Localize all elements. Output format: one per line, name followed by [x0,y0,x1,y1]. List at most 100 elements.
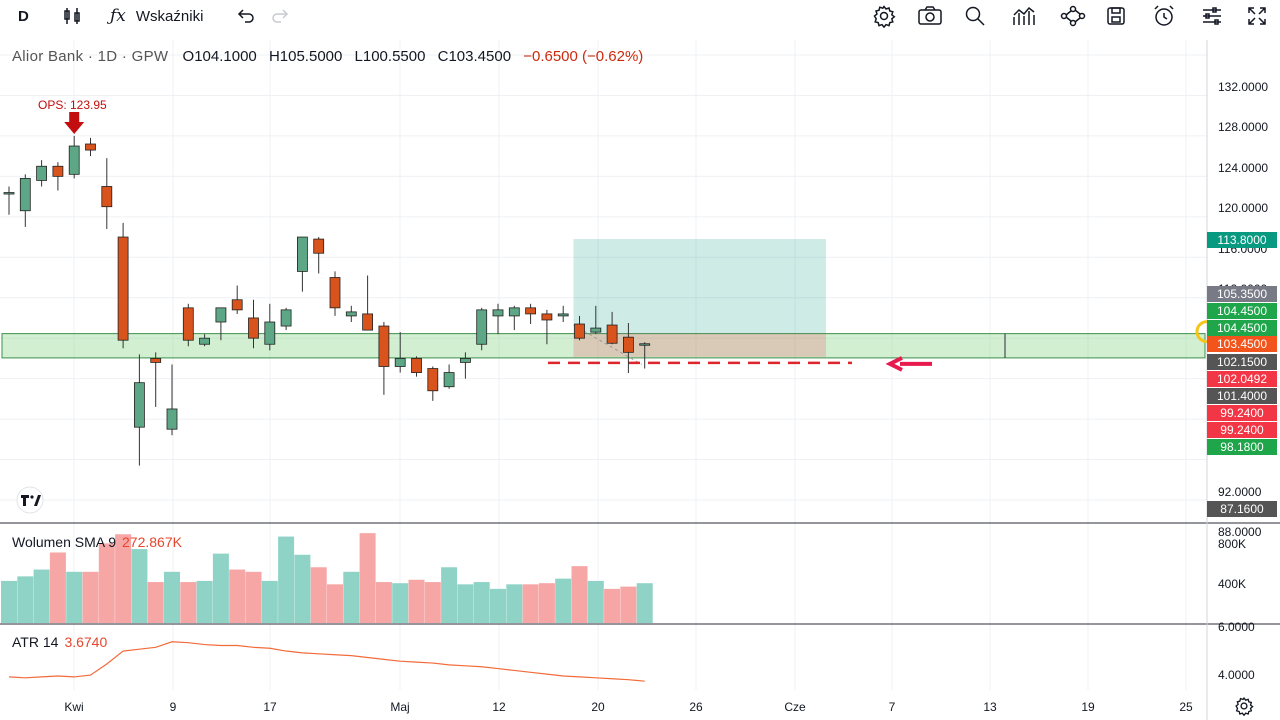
price-tag: 87.1600 [1207,501,1277,517]
axis-settings-button[interactable] [1234,696,1254,720]
snapshot-button[interactable] [917,4,943,28]
candle-body[interactable] [248,317,259,339]
volume-bar [66,571,83,623]
chart-settings-button[interactable] [1200,4,1224,28]
atr-tick-label: 6.0000 [1218,620,1255,634]
candle-body[interactable] [133,382,145,428]
volume-bar [359,533,376,623]
price-tag: 98.1800 [1207,439,1277,455]
candle-body[interactable] [296,236,308,272]
candle-body[interactable] [459,358,471,363]
candle-body[interactable] [557,313,569,317]
candle-body[interactable] [525,307,536,315]
network-button[interactable] [1060,4,1086,28]
candle-body[interactable] [362,313,374,331]
drag-handle[interactable] [1195,320,1208,344]
candle-body[interactable] [623,336,634,353]
indicators-button[interactable]: ƒx Wskaźniki [110,4,203,28]
candle-body[interactable] [3,192,15,195]
gear-icon [1235,696,1254,717]
volume-pane-title: Wolumen SMA 9 [12,534,117,550]
candle-body[interactable] [394,358,406,367]
candle-body[interactable] [117,236,129,341]
price-tag: 113.8000 [1207,232,1277,248]
candle-body[interactable] [52,165,64,177]
candle-body[interactable] [85,143,96,151]
candle-body[interactable] [166,408,178,430]
low-label: L100.5500 [354,48,426,65]
time-tick-label: 12 [492,700,506,714]
price-tag: 104.4500 [1207,320,1277,336]
interval-button[interactable]: D [18,4,29,28]
candle-body[interactable] [215,307,227,323]
chart-type-button[interactable] [62,4,82,28]
function-icon: ƒx [110,6,126,26]
candle-body[interactable] [606,324,618,344]
volume-bar [212,553,229,623]
candle-body[interactable] [492,309,504,317]
search-button[interactable] [964,4,986,28]
price-tag: 99.2400 [1207,422,1277,438]
time-tick-label: 19 [1081,700,1095,714]
candle-body[interactable] [199,337,211,345]
candle-body[interactable] [36,165,47,181]
position-stop-zone[interactable] [573,333,827,357]
candle-body[interactable] [150,358,162,363]
volume-bar [196,580,213,623]
candle-body[interactable] [329,277,341,309]
chart-bars-icon [1013,6,1035,25]
position-target-zone[interactable] [573,239,827,334]
time-tick-label: 17 [263,700,277,714]
tradingview-logo[interactable] [12,486,48,514]
volume-bar [343,571,360,623]
undo-button[interactable] [236,4,256,28]
candle-body[interactable] [443,372,455,388]
open-label: O104.1000 [182,48,257,65]
volume-bar [538,583,555,623]
volume-bar [392,583,409,623]
volume-tick-label: 800K [1218,537,1247,551]
redo-button[interactable] [270,4,290,28]
volume-bar [522,584,539,623]
atr-pane-value: 3.6740 [64,634,108,650]
volume-bar [490,588,506,623]
volume-pane-value: 272.867K [122,534,182,550]
candle-body[interactable] [427,368,439,392]
candle-body[interactable] [345,311,357,317]
fullscreen-button[interactable] [1246,4,1268,28]
candle-body[interactable] [68,145,80,175]
ops-arrow-marker[interactable] [64,112,85,134]
candle-body[interactable] [264,321,276,345]
alarm-clock-icon [1154,5,1174,26]
save-button[interactable] [1105,4,1127,28]
high-value: 105.5000 [279,48,343,65]
candle-body[interactable] [476,309,488,345]
chart-canvas[interactable] [0,32,1280,720]
compare-button[interactable] [1011,4,1037,28]
candle-body[interactable] [280,309,292,327]
settings-button[interactable] [872,4,896,28]
candle-body[interactable] [411,358,422,373]
volume-bars [1,533,653,623]
high-label: H105.5000 [268,48,343,65]
candle-body[interactable] [639,343,651,346]
candle-body[interactable] [574,323,585,339]
time-tick-label: 9 [169,700,177,714]
candle-body[interactable] [541,313,553,321]
alert-button[interactable] [1152,4,1176,28]
candle-body[interactable] [182,307,194,341]
candle-body[interactable] [508,307,520,317]
volume-bar [555,578,572,623]
candle-body[interactable] [590,327,602,333]
volume-bar [115,534,132,623]
volume-bar [245,571,262,623]
candle-body[interactable] [231,299,243,311]
gear-icon [873,5,896,28]
candle-body[interactable] [101,186,113,208]
candle-body[interactable] [378,325,390,367]
time-tick-label: 13 [983,700,997,714]
price-tick-label: 124.0000 [1218,160,1269,175]
candle-body[interactable] [19,177,31,212]
candle-body[interactable] [313,238,325,254]
volume-bar [294,554,311,623]
